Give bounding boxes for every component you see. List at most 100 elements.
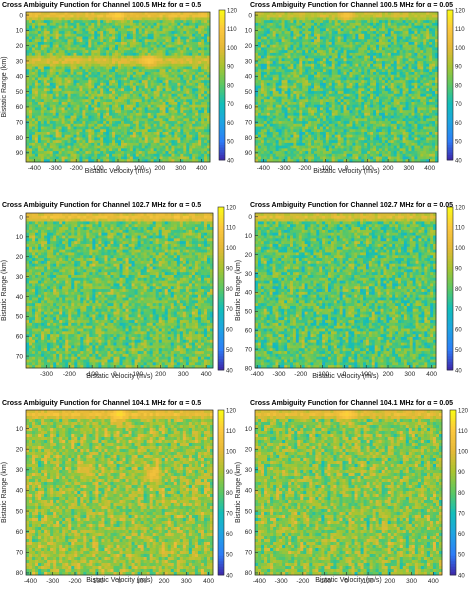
heatmap-cell <box>408 69 411 72</box>
heatmap-cell <box>41 127 44 130</box>
heatmap-cell <box>323 28 326 31</box>
heatmap-cell <box>160 129 163 132</box>
colorbar-segment <box>219 88 225 91</box>
heatmap-cell <box>32 107 35 110</box>
heatmap-cell <box>41 132 44 135</box>
heatmap-cell <box>91 151 94 154</box>
heatmap-cell <box>361 23 364 26</box>
heatmap-cell <box>32 105 35 108</box>
heatmap-cell <box>73 124 76 127</box>
heatmap-cell <box>417 23 420 26</box>
heatmap-cell <box>186 124 189 127</box>
heatmap-cell <box>115 88 118 91</box>
heatmap-cell <box>204 50 207 53</box>
heatmap-cell <box>168 42 171 45</box>
heatmap-cell <box>311 34 314 37</box>
heatmap-cell <box>41 50 44 53</box>
heatmap-cell <box>154 39 157 42</box>
y-tick-label: 80 <box>16 135 24 142</box>
heatmap-cell <box>41 121 44 124</box>
heatmap-cell <box>148 102 151 105</box>
heatmap-cell <box>68 91 71 94</box>
heatmap-cell <box>367 26 370 29</box>
heatmap-cell <box>139 157 142 160</box>
heatmap-cell <box>127 151 130 154</box>
heatmap-cell <box>317 50 320 53</box>
heatmap-cell <box>267 58 270 61</box>
heatmap-cell <box>103 50 106 53</box>
heatmap-cell <box>370 15 373 18</box>
heatmap-cell <box>47 53 50 56</box>
heatmap-cell <box>174 116 177 119</box>
heatmap-cell <box>115 45 118 48</box>
heatmap-cell <box>423 69 426 72</box>
heatmap-cell <box>94 80 97 83</box>
heatmap-cell <box>358 42 361 45</box>
heatmap-cell <box>79 50 82 53</box>
heatmap-cell <box>118 137 121 140</box>
heatmap-cell <box>100 132 103 135</box>
heatmap-cell <box>145 118 148 121</box>
heatmap-cell <box>103 121 106 124</box>
heatmap-cell <box>174 28 177 31</box>
heatmap-cell <box>192 137 195 140</box>
heatmap-cell <box>192 135 195 138</box>
heatmap-cell <box>302 20 305 23</box>
heatmap-cell <box>29 88 32 91</box>
heatmap-cell <box>165 143 168 146</box>
heatmap-cell <box>106 148 109 151</box>
heatmap-cell <box>403 50 406 53</box>
heatmap-cell <box>192 97 195 100</box>
heatmap-cell <box>174 135 177 138</box>
heatmap-cell <box>261 20 264 23</box>
heatmap-cell <box>364 50 367 53</box>
heatmap-cell <box>103 107 106 110</box>
heatmap-cell <box>136 102 139 105</box>
heatmap-cell <box>376 67 379 70</box>
heatmap-cell <box>198 75 201 78</box>
heatmap-cell <box>56 148 59 151</box>
heatmap-cell <box>50 154 53 157</box>
heatmap-cell <box>329 50 332 53</box>
heatmap-cell <box>163 148 166 151</box>
heatmap-cell <box>355 58 358 61</box>
heatmap-cell <box>100 121 103 124</box>
heatmap-cell <box>192 88 195 91</box>
heatmap-cell <box>130 53 133 56</box>
heatmap-cell <box>411 61 414 64</box>
heatmap-cell <box>115 20 118 23</box>
heatmap-cell <box>302 28 305 31</box>
heatmap-cell <box>358 69 361 72</box>
heatmap-cell <box>44 80 47 83</box>
heatmap-cell <box>411 72 414 75</box>
heatmap-cell <box>44 135 47 138</box>
heatmap-cell <box>305 37 308 40</box>
heatmap-cell <box>151 88 154 91</box>
heatmap-cell <box>127 146 130 149</box>
heatmap-cell <box>44 91 47 94</box>
heatmap-cell <box>367 39 370 42</box>
heatmap-cell <box>296 42 299 45</box>
heatmap-cell <box>82 58 85 61</box>
heatmap-cell <box>385 47 388 50</box>
heatmap-cell <box>109 17 112 20</box>
heatmap-cell <box>429 61 432 64</box>
heatmap-cell <box>183 58 186 61</box>
heatmap-cell <box>68 140 71 143</box>
heatmap-cell <box>97 137 100 140</box>
heatmap-cell <box>76 83 79 86</box>
heatmap-cell <box>201 127 204 130</box>
heatmap-cell <box>183 80 186 83</box>
heatmap-cell <box>79 20 82 23</box>
heatmap-cell <box>177 137 180 140</box>
heatmap-cell <box>142 105 145 108</box>
heatmap-cell <box>38 113 41 116</box>
heatmap-cell <box>420 34 423 37</box>
heatmap-cell <box>432 23 435 26</box>
heatmap-cell <box>285 39 288 42</box>
heatmap-cell <box>53 45 56 48</box>
heatmap-cell <box>151 34 154 37</box>
heatmap-cell <box>308 15 311 18</box>
heatmap-cell <box>44 61 47 64</box>
heatmap-cell <box>338 12 341 15</box>
